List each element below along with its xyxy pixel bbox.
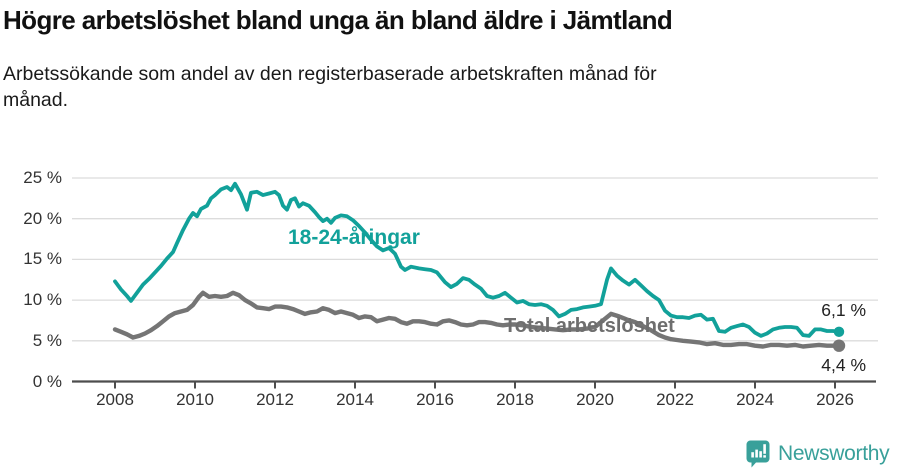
- x-axis-tick-label: 2008: [96, 390, 134, 409]
- series-end-dot-total: [832, 339, 846, 352]
- series-label-total: Total arbetslöshet: [504, 315, 675, 337]
- chart-title: Högre arbetslöshet bland unga än bland ä…: [3, 5, 673, 35]
- newsworthy-logo[interactable]: Newsworthy: [745, 439, 890, 468]
- x-axis-tick-label: 2016: [416, 390, 454, 409]
- y-axis-tick-label: 10 %: [23, 290, 62, 310]
- end-value-label-total: 4,4 %: [821, 355, 866, 375]
- x-axis-tick-label: 2018: [496, 390, 534, 409]
- x-axis-tick-label: 2026: [816, 390, 854, 409]
- series-line-young: [113, 181, 841, 338]
- end-value-label-young: 6,1 %: [821, 300, 866, 320]
- brand-name: Newsworthy: [778, 441, 890, 465]
- x-axis-tick-label: 2010: [176, 390, 214, 409]
- x-axis-tick-label: 2020: [576, 390, 614, 409]
- series-line-total: [112, 290, 842, 349]
- x-axis-tick-label: 2022: [656, 390, 694, 409]
- y-axis-tick-label: 5 %: [32, 330, 62, 350]
- x-axis-tick-label: 2024: [736, 390, 774, 409]
- y-axis-tick-label: 25 %: [23, 168, 62, 187]
- series-end-dot-young: [833, 326, 845, 338]
- x-axis-tick-label: 2014: [336, 390, 374, 409]
- chart-subtitle: Arbetssökande som andel av den registerb…: [3, 63, 657, 111]
- newsworthy-chart-bubble-icon: [746, 440, 770, 468]
- y-axis-tick-label: 15 %: [23, 249, 62, 269]
- x-axis-tick-label: 2012: [256, 390, 294, 409]
- series-label-young: 18-24-åringar: [288, 226, 420, 249]
- y-axis-tick-label: 0 %: [32, 371, 62, 391]
- y-axis-tick-label: 20 %: [23, 208, 62, 228]
